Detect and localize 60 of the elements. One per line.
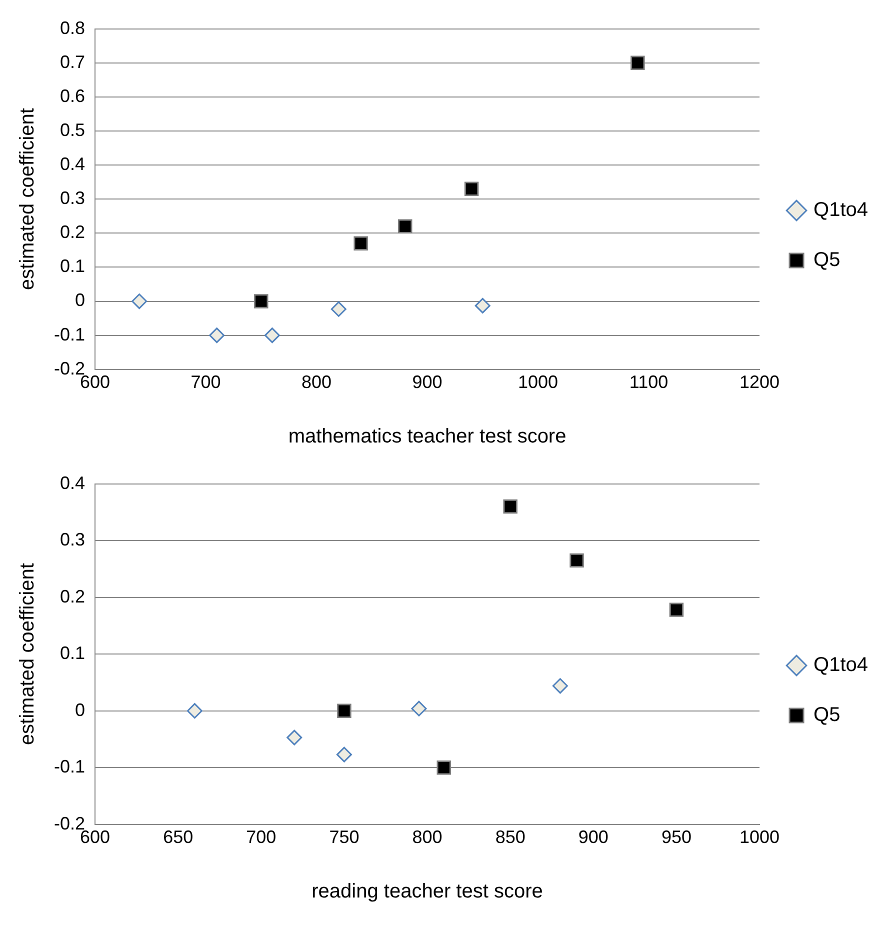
y-tick-label: 0.1: [60, 643, 86, 664]
point: [398, 219, 412, 234]
y-tick-label: 0.3: [60, 188, 86, 208]
x-axis-title: reading teacher test score: [312, 880, 543, 903]
x-tick-label: 700: [246, 827, 276, 848]
point: [436, 760, 451, 775]
y-axis-title: estimated coefficient: [16, 562, 39, 746]
x-axis-title: mathematics teacher test score: [288, 426, 566, 448]
point: [552, 678, 568, 694]
legend-label: Q5: [814, 704, 840, 726]
x-tick-label: 1200: [739, 372, 780, 392]
point: [186, 703, 202, 719]
y-tick-label: -0.1: [54, 324, 86, 344]
x-tick-label: 750: [329, 827, 360, 848]
point: [337, 704, 352, 718]
y-axis-title: estimated coefficient: [16, 108, 39, 290]
point: [669, 602, 684, 617]
x-tick-label: 1000: [739, 827, 780, 848]
point: [264, 328, 280, 344]
point: [630, 56, 645, 70]
x-tick-label: 650: [163, 827, 194, 848]
y-tick-label: 0.2: [60, 586, 86, 606]
y-tick-label: 0.5: [60, 120, 86, 140]
point: [286, 730, 302, 746]
legend-label: Q1to4: [814, 199, 868, 222]
y-tick-label: 0: [75, 700, 86, 720]
point: [330, 301, 346, 317]
y-tick-label: 0.6: [60, 86, 86, 106]
legend-label: Q5: [814, 249, 840, 272]
point: [354, 236, 368, 250]
y-tick-label: 0.3: [60, 530, 86, 550]
y-tick-label: 0.2: [60, 222, 86, 242]
point: [464, 182, 479, 196]
y-tick-label: 0.4: [60, 154, 86, 174]
y-tick-label: 0.1: [60, 256, 86, 276]
point: [132, 294, 148, 310]
point: [336, 746, 352, 762]
x-tick-label: 900: [412, 372, 442, 392]
y-tick-label: 0.7: [60, 52, 86, 72]
y-tick-label: 0.8: [60, 18, 86, 38]
x-tick-label: 1100: [629, 372, 668, 392]
point: [254, 294, 268, 308]
legend-label: Q1to4: [814, 654, 868, 676]
y-tick-label: 0.4: [60, 472, 86, 493]
x-tick-label: 850: [495, 827, 526, 848]
x-tick-label: 1000: [518, 372, 558, 392]
point: [474, 298, 490, 314]
point: [209, 328, 225, 344]
y-tick-label: 0: [75, 290, 86, 310]
x-tick-label: 800: [301, 372, 332, 392]
x-tick-label: 950: [661, 827, 692, 848]
x-tick-label: 900: [578, 827, 608, 848]
point: [503, 499, 518, 514]
x-tick-label: 600: [80, 827, 110, 848]
x-tick-label: 600: [80, 372, 110, 392]
x-tick-label: 700: [190, 372, 221, 392]
x-tick-label: 800: [412, 827, 442, 848]
point: [411, 700, 427, 716]
y-tick-label: -0.1: [54, 756, 86, 777]
point: [570, 553, 584, 568]
